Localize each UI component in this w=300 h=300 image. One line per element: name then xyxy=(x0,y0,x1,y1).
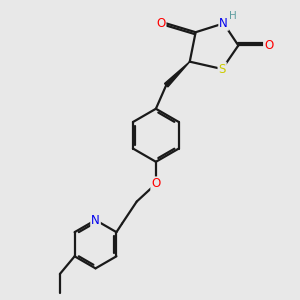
Polygon shape xyxy=(164,62,190,87)
Text: O: O xyxy=(151,177,160,190)
Text: S: S xyxy=(218,62,226,76)
Text: N: N xyxy=(219,17,228,30)
Text: O: O xyxy=(156,17,166,30)
Text: N: N xyxy=(91,214,100,226)
Text: O: O xyxy=(264,39,273,52)
Text: H: H xyxy=(229,11,236,21)
